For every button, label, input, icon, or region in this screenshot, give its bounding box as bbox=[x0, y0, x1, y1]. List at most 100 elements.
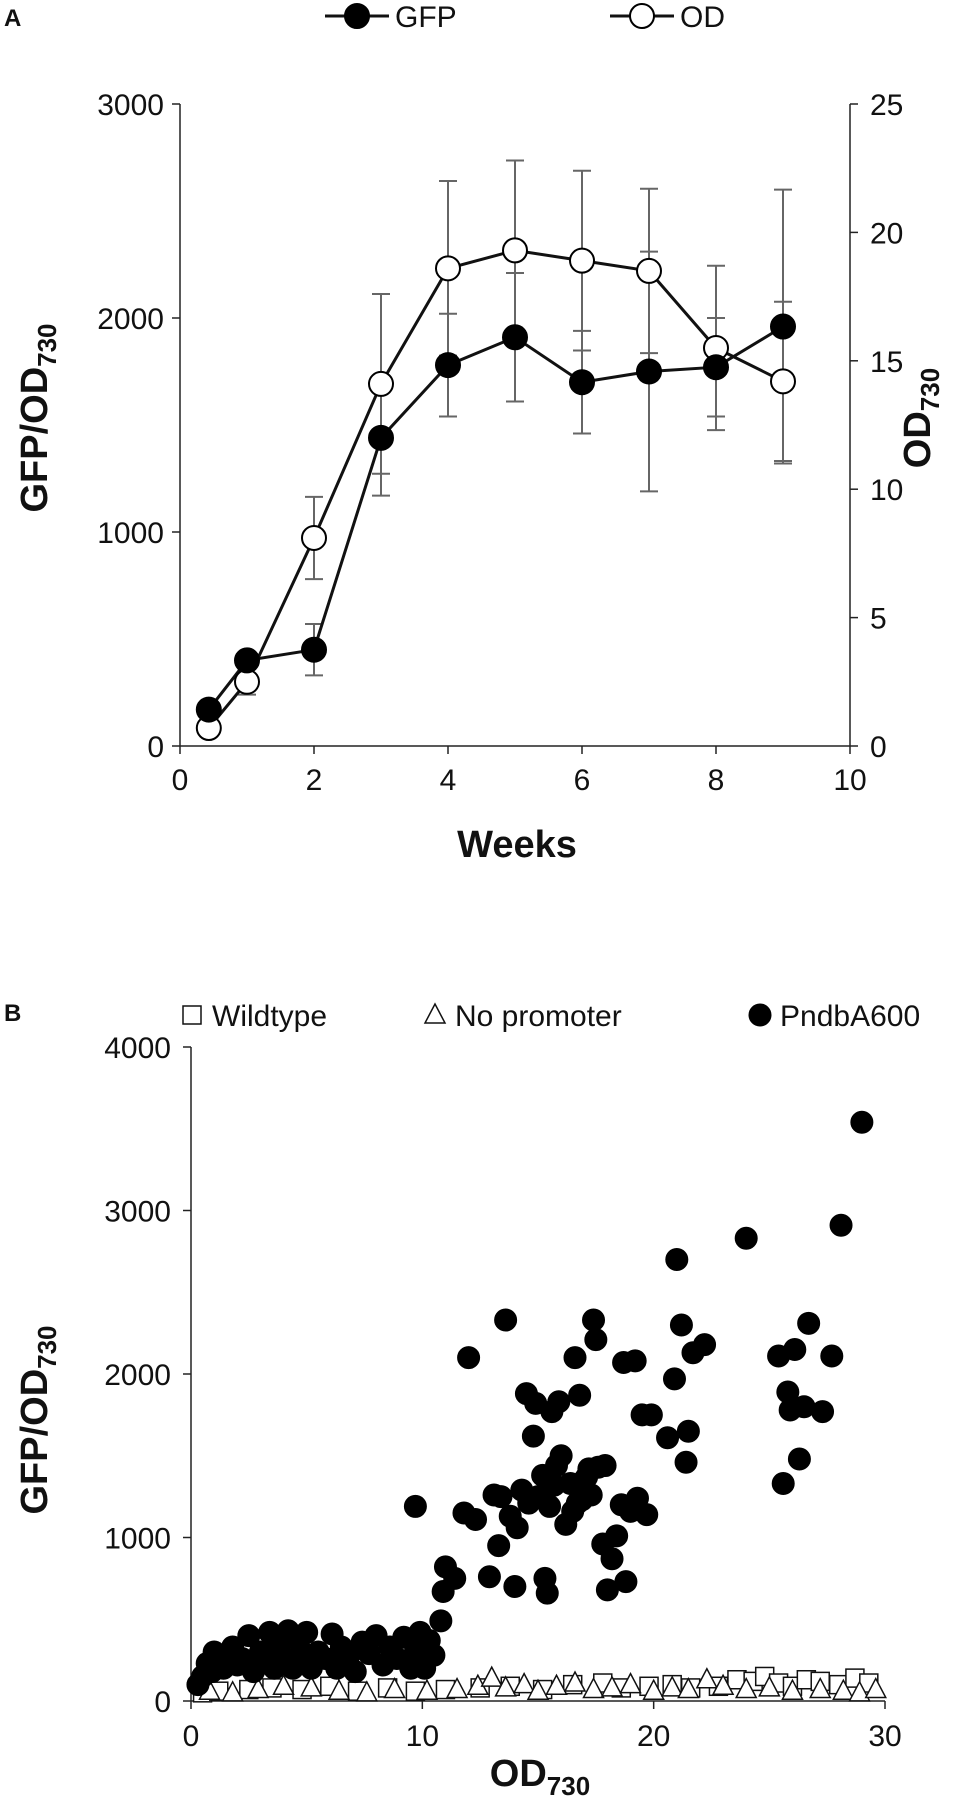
pndba600-data-point bbox=[521, 1424, 545, 1448]
pndba600-data-point bbox=[295, 1620, 319, 1644]
no-promoter-data-point bbox=[480, 1665, 503, 1687]
pndba600-data-point bbox=[547, 1390, 571, 1414]
no-promoter-data-point bbox=[848, 1680, 871, 1702]
od-legend-label: OD bbox=[680, 1, 725, 34]
gfp-data-point bbox=[703, 354, 729, 381]
pndba600-data-point bbox=[623, 1349, 647, 1373]
no-promoter-data-point bbox=[272, 1673, 295, 1696]
panel-a-lines bbox=[207, 248, 784, 729]
pndba600-data-point bbox=[676, 1419, 700, 1443]
no-promoter-data-point bbox=[781, 1678, 804, 1700]
no-promoter-legend-label: No promoter bbox=[455, 1000, 622, 1033]
pndba600-data-point bbox=[563, 1346, 587, 1370]
panel-b-y-tick-label: 3000 bbox=[104, 1196, 171, 1229]
panel-b-points bbox=[186, 1110, 887, 1703]
no-promoter-legend-marker bbox=[423, 1002, 447, 1024]
pndba600-data-point bbox=[600, 1547, 624, 1571]
pndba600-data-point bbox=[457, 1346, 481, 1370]
panel-b-x-tick-label: 0 bbox=[183, 1720, 200, 1753]
pndba600-data-point bbox=[734, 1226, 758, 1250]
od-data-point bbox=[502, 237, 528, 264]
panel-b-y-tick-label: 1000 bbox=[104, 1523, 171, 1556]
pndba600-data-point bbox=[593, 1454, 617, 1478]
pndba600-legend-label: PndbA600 bbox=[780, 1000, 920, 1033]
no-promoter-data-point bbox=[619, 1672, 642, 1694]
gfp-data-point bbox=[234, 647, 260, 674]
panel-a-x-tick-label: 10 bbox=[833, 764, 866, 797]
no-promoter-data-point bbox=[526, 1678, 550, 1700]
panel-a-legend: GFP OD bbox=[325, 1, 725, 34]
gfp-legend-label: GFP bbox=[395, 1, 457, 34]
no-promoter-data-point bbox=[355, 1680, 379, 1702]
gfp-data-point bbox=[435, 352, 461, 379]
gfp-data-point bbox=[770, 313, 796, 340]
pndba600-data-point bbox=[665, 1248, 689, 1272]
pndba600-data-point bbox=[464, 1508, 488, 1532]
panel-b-x-axis-title: OD730 bbox=[490, 1753, 590, 1798]
panel-a-x-tick-label: 2 bbox=[306, 764, 323, 797]
panel-a-left-axis-title: GFP/OD730 bbox=[14, 323, 62, 512]
od-legend-marker bbox=[629, 3, 655, 29]
pndba600-data-point bbox=[503, 1575, 527, 1599]
od-data-point bbox=[636, 257, 662, 284]
no-promoter-data-point bbox=[758, 1675, 781, 1697]
panel-a-left-tick-label: 3000 bbox=[97, 89, 164, 122]
panel-a-left-tick-label: 1000 bbox=[97, 517, 164, 550]
gfp-data-point bbox=[195, 696, 222, 723]
no-promoter-data-point bbox=[512, 1672, 536, 1694]
no-promoter-data-point bbox=[545, 1673, 568, 1696]
pndba600-data-point bbox=[403, 1494, 427, 1518]
no-promoter-data-point bbox=[563, 1670, 587, 1692]
panel-b-y-tick-label: 0 bbox=[154, 1686, 171, 1719]
pndba600-data-point bbox=[614, 1570, 638, 1594]
pndba600-data-point bbox=[487, 1534, 511, 1558]
pndba600-data-point bbox=[429, 1609, 453, 1633]
no-promoter-data-point bbox=[864, 1676, 887, 1699]
panel-b-chart: B Wildtype No promoter PndbA600 0 10 20 30 0 10… bbox=[4, 1000, 920, 1798]
od-data-point bbox=[569, 247, 595, 274]
panel-a-right-tick-label: 5 bbox=[870, 603, 887, 636]
gfp-data-point bbox=[636, 358, 662, 385]
pndba600-data-point bbox=[669, 1313, 693, 1337]
pndba600-data-point bbox=[477, 1565, 501, 1589]
od-data-point bbox=[435, 255, 461, 282]
panel-b-axes: 0 10 20 30 0 1000 2000 3000 4000 bbox=[104, 1032, 901, 1753]
gfp-data-point bbox=[569, 369, 595, 396]
pndba600-data-point bbox=[787, 1447, 811, 1471]
pndba600-data-point bbox=[605, 1524, 629, 1548]
od-data-point bbox=[770, 368, 796, 395]
panel-a-left-tick-label: 0 bbox=[147, 731, 164, 764]
panel-a-label: A bbox=[4, 5, 21, 32]
pndba600-data-point bbox=[662, 1367, 686, 1391]
no-promoter-data-point bbox=[300, 1675, 323, 1697]
pndba600-data-point bbox=[422, 1643, 446, 1667]
pndba600-legend-marker bbox=[748, 1003, 772, 1027]
pndba600-data-point bbox=[829, 1213, 853, 1237]
no-promoter-data-point bbox=[582, 1676, 605, 1699]
pndba600-data-point bbox=[538, 1494, 562, 1518]
gfp-data-point bbox=[368, 424, 394, 451]
pndba600-data-point bbox=[811, 1400, 835, 1424]
pndba600-data-point bbox=[656, 1426, 680, 1450]
pndba600-data-point bbox=[820, 1344, 844, 1368]
panel-a-right-axis-title: OD730 bbox=[897, 368, 945, 468]
panel-a-right-tick-label: 0 bbox=[870, 731, 887, 764]
pndba600-data-point bbox=[582, 1308, 606, 1332]
od-data-point bbox=[301, 524, 327, 551]
gfp-data-point bbox=[502, 324, 528, 351]
panel-b-label: B bbox=[4, 1000, 21, 1027]
pndba600-data-point bbox=[797, 1311, 821, 1335]
gfp-legend-marker bbox=[344, 3, 370, 29]
panel-b-y-tick-label: 4000 bbox=[104, 1032, 171, 1065]
panel-a-x-tick-label: 4 bbox=[440, 764, 457, 797]
no-promoter-data-point bbox=[642, 1678, 665, 1700]
no-promoter-data-point bbox=[734, 1676, 758, 1699]
panel-a-right-tick-label: 10 bbox=[870, 474, 903, 507]
gfp-series-line bbox=[207, 325, 784, 711]
od-data-point bbox=[368, 370, 394, 397]
no-promoter-data-point bbox=[327, 1678, 351, 1700]
od-series-line bbox=[207, 248, 784, 729]
pndba600-data-point bbox=[639, 1403, 663, 1427]
